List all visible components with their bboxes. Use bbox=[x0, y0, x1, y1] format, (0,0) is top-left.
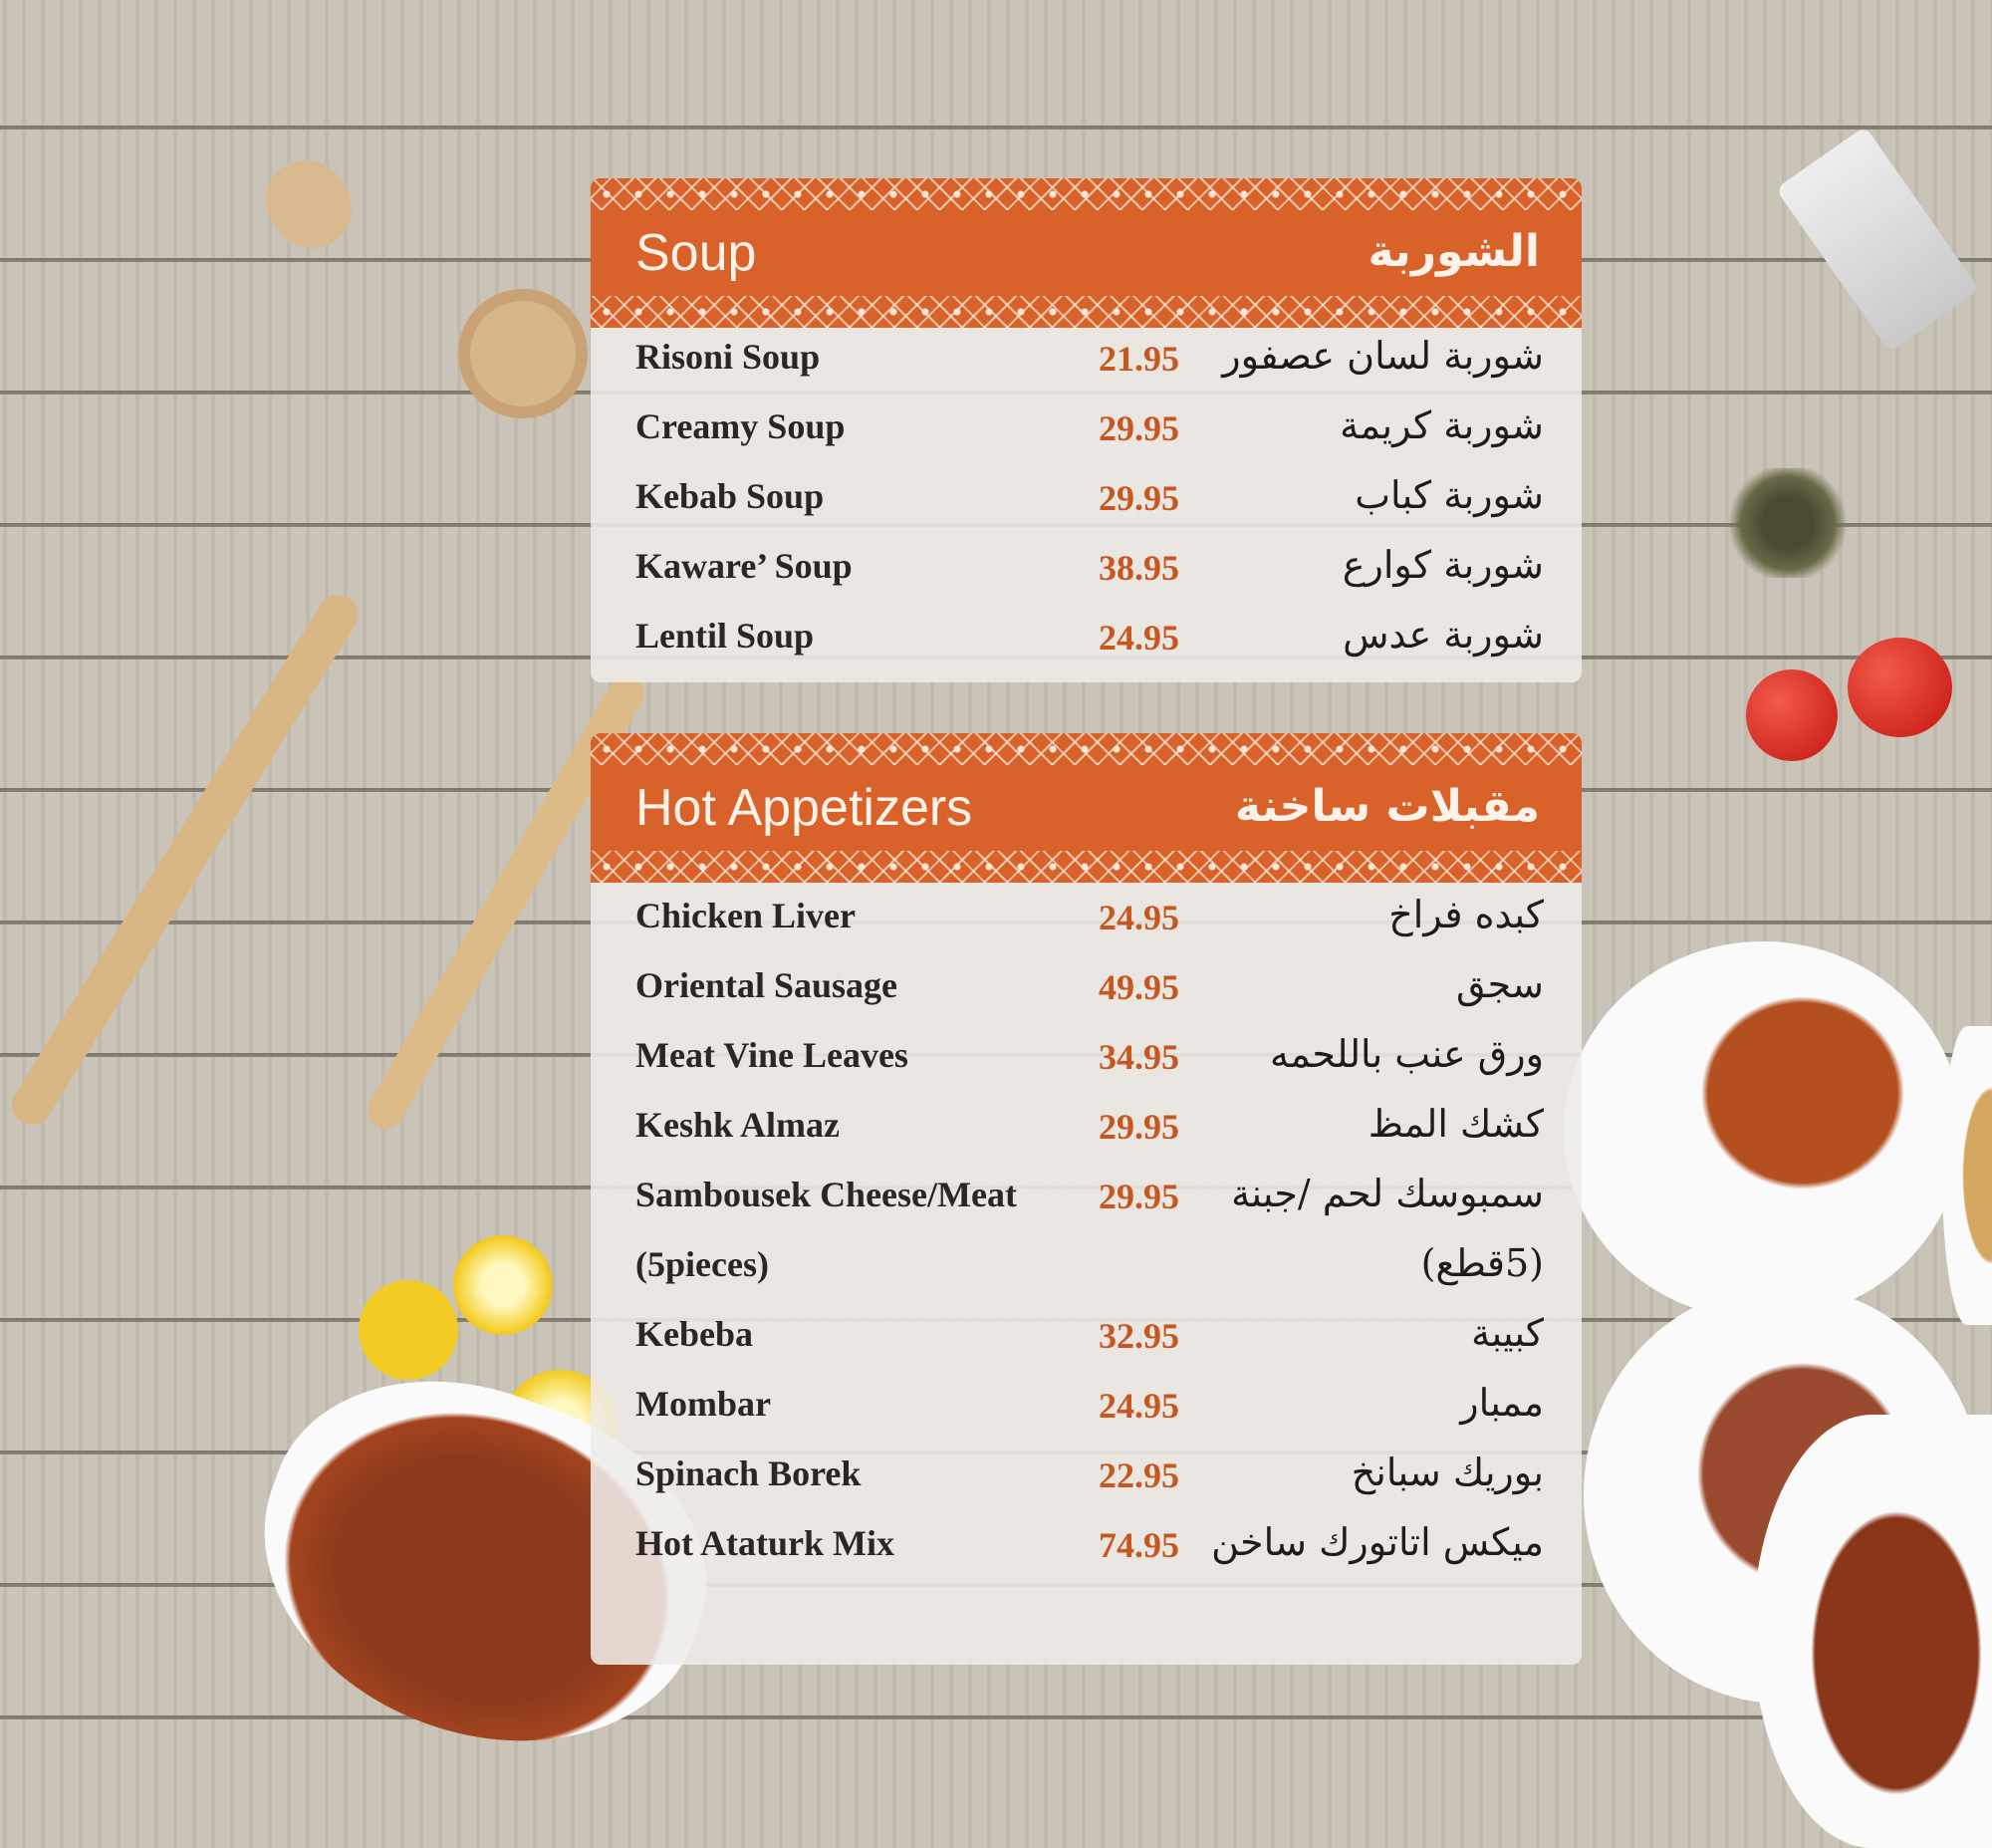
item-price: 29.95 bbox=[1099, 1177, 1179, 1216]
lemon-icon bbox=[453, 1235, 553, 1335]
item-name-ar: ممبار bbox=[1460, 1381, 1544, 1425]
item-name-ar: شوربة كباب bbox=[1355, 473, 1544, 517]
item-name-en: Kebeba bbox=[635, 1314, 754, 1354]
item-name-en: (5pieces) bbox=[635, 1244, 769, 1284]
section-title-ar: الشوربة bbox=[1368, 226, 1541, 277]
section-title-ar: مقبلات ساخنة bbox=[1235, 781, 1540, 832]
item-name-en: Sambousek Cheese/Meat bbox=[635, 1175, 1017, 1214]
menu-item-row: Meat Vine Leaves 34.95 ورق عنب باللحمه bbox=[591, 1022, 1582, 1092]
hot-appetizers-section: Hot Appetizers مقبلات ساخنة Chicken Live… bbox=[591, 733, 1582, 1665]
salt-shaker-icon bbox=[1775, 126, 1980, 353]
item-name-en: Hot Ataturk Mix bbox=[635, 1523, 894, 1563]
item-price: 29.95 bbox=[1099, 1107, 1179, 1147]
item-name-en: Oriental Sausage bbox=[635, 965, 898, 1005]
item-name-ar: كشك المظ bbox=[1368, 1102, 1544, 1146]
item-name-en: Kebab Soup bbox=[635, 476, 825, 516]
menu-item-row: Kebeba 32.95 كبيبة bbox=[591, 1301, 1582, 1371]
item-name-en: Keshk Almaz bbox=[635, 1105, 841, 1145]
menu-item-row: Chicken Liver 24.95 كبده فراخ bbox=[591, 883, 1582, 952]
sambousek-plate-icon bbox=[1942, 1026, 1992, 1325]
wooden-scoop-icon bbox=[250, 144, 368, 264]
menu-item-row: (5pieces) (5قطع) bbox=[591, 1231, 1582, 1301]
item-name-ar: شوربة كوارع bbox=[1342, 543, 1544, 587]
menu-item-row: Lentil Soup 24.95 شوربة عدس bbox=[591, 603, 1582, 672]
kofta-plate-icon bbox=[1753, 1415, 1992, 1848]
tomato-icon bbox=[1746, 669, 1838, 761]
item-name-en: Risoni Soup bbox=[635, 337, 821, 377]
wooden-scoop-icon bbox=[458, 289, 588, 418]
pattern-border bbox=[591, 178, 1582, 210]
pattern-border bbox=[591, 296, 1582, 328]
item-name-en: Spinach Borek bbox=[635, 1453, 862, 1493]
item-price: 32.95 bbox=[1099, 1316, 1179, 1356]
item-price: 22.95 bbox=[1099, 1455, 1179, 1495]
pattern-border bbox=[591, 851, 1582, 883]
item-price: 34.95 bbox=[1099, 1037, 1179, 1077]
pattern-border bbox=[591, 733, 1582, 765]
item-name-ar: شوربة لسان عصفور bbox=[1222, 334, 1544, 378]
herbs-icon bbox=[1723, 468, 1853, 578]
menu-item-row: Hot Ataturk Mix 74.95 ميكس اتاتورك ساخن bbox=[591, 1510, 1582, 1580]
item-name-en: Lentil Soup bbox=[635, 616, 815, 656]
menu-item-row: Kaware’ Soup 38.95 شوربة كوارع bbox=[591, 533, 1582, 603]
item-name-en: Meat Vine Leaves bbox=[635, 1035, 908, 1075]
item-price: 29.95 bbox=[1099, 408, 1179, 448]
soup-section: Soup الشوربة Risoni Soup 21.95 شوربة لسان … bbox=[591, 178, 1582, 682]
lemon-icon bbox=[359, 1280, 458, 1380]
item-name-ar: كبده فراخ bbox=[1388, 893, 1544, 936]
menu-item-row: Risoni Soup 21.95 شوربة لسان عصفور bbox=[591, 324, 1582, 394]
item-price: 74.95 bbox=[1099, 1525, 1179, 1565]
section-title-en: Soup bbox=[635, 224, 757, 282]
menu-item-row: Spinach Borek 22.95 بوريك سبانخ bbox=[591, 1441, 1582, 1510]
item-price: 24.95 bbox=[1099, 898, 1179, 937]
item-name-ar: (5قطع) bbox=[1420, 1241, 1544, 1285]
item-name-ar: سمبوسك لحم /جبنة bbox=[1231, 1172, 1544, 1215]
menu-item-row: Oriental Sausage 49.95 سجق bbox=[591, 952, 1582, 1022]
item-price: 29.95 bbox=[1099, 478, 1179, 518]
item-name-en: Kaware’ Soup bbox=[635, 546, 853, 586]
item-name-en: Creamy Soup bbox=[635, 406, 846, 446]
item-price: 49.95 bbox=[1099, 967, 1179, 1007]
tomato-icon bbox=[1848, 638, 1952, 737]
menu-item-row: Mombar 24.95 ممبار bbox=[591, 1371, 1582, 1441]
item-name-en: Chicken Liver bbox=[635, 896, 856, 935]
wooden-spatula-icon bbox=[4, 587, 366, 1133]
menu-item-row: Keshk Almaz 29.95 كشك المظ bbox=[591, 1092, 1582, 1162]
menu-item-row: Creamy Soup 29.95 شوربة كريمة bbox=[591, 394, 1582, 463]
item-name-ar: شوربة كريمة bbox=[1340, 403, 1544, 447]
section-header: Soup الشوربة bbox=[591, 178, 1582, 328]
item-name-ar: بوريك سبانخ bbox=[1351, 1451, 1544, 1494]
item-price: 21.95 bbox=[1099, 339, 1179, 379]
item-price: 24.95 bbox=[1099, 618, 1179, 658]
menu-item-row: Kebab Soup 29.95 شوربة كباب bbox=[591, 463, 1582, 533]
item-name-ar: ورق عنب باللحمه bbox=[1270, 1032, 1544, 1076]
item-name-ar: شوربة عدس bbox=[1343, 613, 1544, 657]
item-name-ar: سجق bbox=[1455, 962, 1544, 1006]
kebeba-plate-icon bbox=[1564, 941, 1962, 1320]
item-price: 24.95 bbox=[1099, 1386, 1179, 1426]
item-name-ar: ميكس اتاتورك ساخن bbox=[1211, 1520, 1544, 1564]
menu-item-row: Sambousek Cheese/Meat 29.95 سمبوسك لحم /جب… bbox=[591, 1162, 1582, 1231]
item-price: 38.95 bbox=[1099, 548, 1179, 588]
item-name-ar: كبيبة bbox=[1471, 1311, 1544, 1355]
section-header: Hot Appetizers مقبلات ساخنة bbox=[591, 733, 1582, 883]
section-title-en: Hot Appetizers bbox=[635, 779, 973, 837]
item-name-en: Mombar bbox=[635, 1384, 771, 1424]
